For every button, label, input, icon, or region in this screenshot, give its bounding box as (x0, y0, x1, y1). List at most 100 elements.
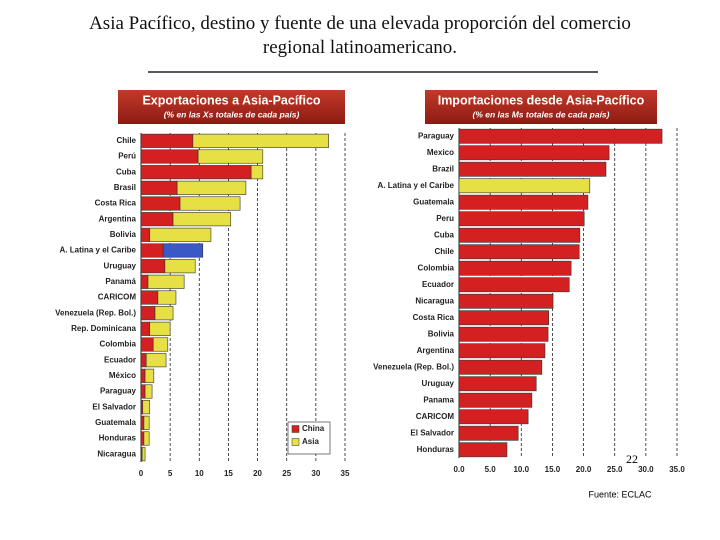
y-tick-label: Chile (434, 247, 454, 256)
bar (145, 353, 167, 368)
bar (152, 337, 169, 352)
x-tick-label: 25.0 (607, 465, 623, 474)
bar (179, 196, 241, 211)
bar (142, 400, 151, 415)
y-tick-label: Honduras (99, 434, 137, 443)
bar (144, 368, 155, 383)
bar (140, 212, 174, 227)
y-tick-label: Panamá (105, 277, 136, 286)
x-tick-label: 25 (282, 469, 291, 478)
y-tick-label: Cuba (116, 167, 137, 176)
y-tick-label: A. Latina y el Caribe (378, 181, 455, 190)
bar (157, 290, 177, 305)
y-tick-label: Ecuador (422, 280, 454, 289)
x-tick-label: 5.0 (485, 465, 497, 474)
bar (192, 133, 329, 148)
y-tick-label: Panama (423, 395, 454, 404)
bar (140, 165, 252, 180)
source: Fuente: ECLAC (588, 489, 652, 499)
bar (458, 425, 519, 441)
bar (154, 306, 174, 321)
bar (458, 161, 607, 177)
chart-header (118, 90, 345, 124)
bar (141, 447, 146, 462)
bar (140, 243, 164, 258)
x-tick-label: 35 (341, 469, 350, 478)
bar (458, 359, 543, 375)
x-tick-label: 15 (224, 469, 233, 478)
bar (458, 343, 546, 359)
x-tick-label: 35.0 (669, 465, 685, 474)
bar (458, 194, 589, 210)
bar (140, 196, 181, 211)
chart-subtitle: (% en las Xs totales de cada país) (164, 109, 300, 119)
y-tick-label: Perú (118, 152, 136, 161)
bar (140, 274, 149, 289)
bar (140, 306, 156, 321)
bar (458, 409, 529, 425)
legend-label: Asia (302, 437, 319, 446)
bar (140, 321, 151, 336)
y-tick-label: Mexico (427, 148, 454, 157)
bar (149, 321, 171, 336)
y-tick-label: Uruguay (422, 379, 455, 388)
bar (147, 274, 185, 289)
bar (458, 178, 591, 194)
y-tick-label: Brasil (114, 183, 136, 192)
bar (140, 415, 145, 430)
bar (172, 212, 232, 227)
y-tick-label: El Salvador (92, 402, 136, 411)
bar (458, 128, 663, 144)
y-tick-label: Uruguay (104, 261, 137, 270)
chart-header (425, 90, 657, 124)
y-tick-label: Brazil (432, 164, 454, 173)
bar (458, 145, 610, 161)
y-tick-label: Peru (436, 214, 454, 223)
bar (144, 384, 153, 399)
bar (140, 133, 194, 148)
y-tick-label: CARICOM (98, 293, 137, 302)
y-tick-label: Paraguay (100, 387, 137, 396)
bar (140, 259, 166, 274)
bar (162, 243, 204, 258)
y-tick-label: Colombia (100, 340, 137, 349)
y-tick-label: Honduras (417, 445, 455, 454)
x-tick-label: 20.0 (576, 465, 592, 474)
bar (458, 277, 570, 293)
bar (140, 431, 145, 446)
page-title: Asia Pacífico, destino y fuente de una e… (89, 13, 631, 58)
bar (140, 149, 199, 164)
y-tick-label: Venezuela (Rep. Bol.) (373, 362, 454, 371)
legend-swatch (291, 438, 300, 446)
y-tick-label: Costa Rica (413, 313, 455, 322)
page-number: 22 (626, 452, 638, 466)
x-tick-label: 30.0 (638, 465, 654, 474)
y-tick-label: Argentina (99, 214, 137, 223)
y-tick-label: Nicaragua (415, 296, 454, 305)
y-tick-label: Colombia (418, 263, 455, 272)
bar (140, 353, 147, 368)
x-tick-label: 5 (168, 469, 173, 478)
bar (140, 368, 146, 383)
bar (458, 310, 549, 326)
bar (458, 244, 580, 260)
y-tick-label: Venezuela (Rep. Bol.) (55, 308, 136, 317)
x-tick-label: 10.0 (513, 465, 529, 474)
x-tick-label: 0 (139, 469, 144, 478)
y-tick-label: Guatemala (95, 418, 136, 427)
chart-title: Exportaciones a Asia-Pacífico (142, 93, 320, 107)
x-tick-label: 10 (195, 469, 204, 478)
y-tick-label: Rep. Dominicana (71, 324, 136, 333)
x-tick-label: 15.0 (545, 465, 561, 474)
y-tick-label: Cuba (434, 230, 455, 239)
bar (164, 259, 196, 274)
bar (140, 180, 178, 195)
bar (143, 431, 150, 446)
bar (458, 326, 549, 342)
y-tick-label: Ecuador (104, 355, 136, 364)
y-tick-label: A. Latina y el Caribe (60, 246, 137, 255)
y-tick-label: Argentina (417, 346, 455, 355)
x-tick-label: 30 (311, 469, 320, 478)
y-tick-label: Bolivia (428, 329, 455, 338)
